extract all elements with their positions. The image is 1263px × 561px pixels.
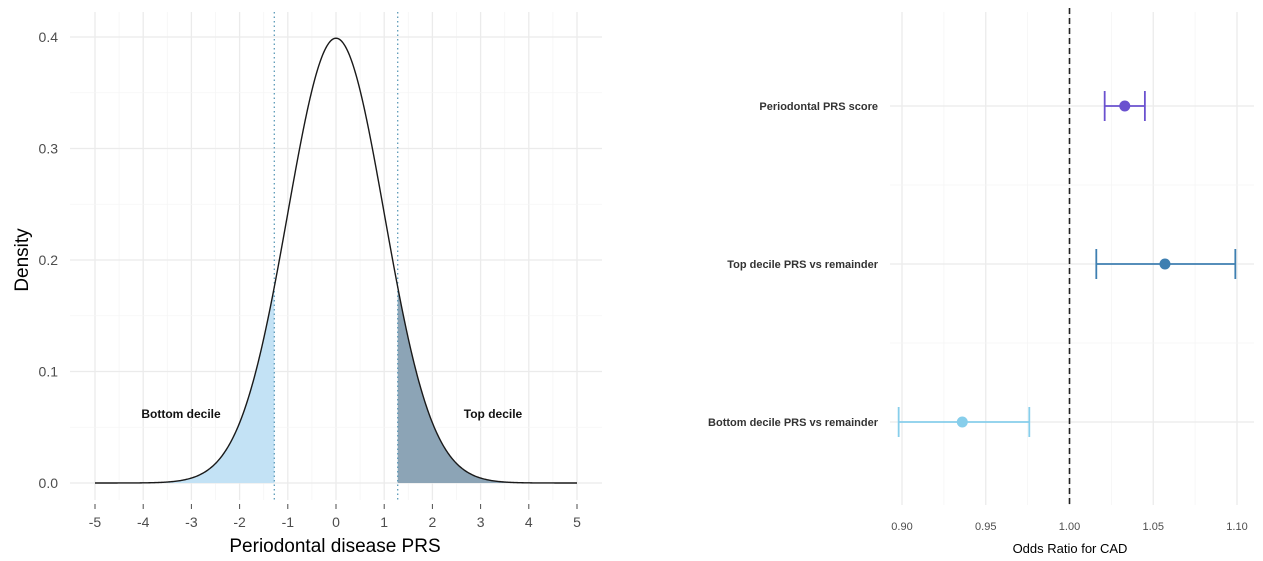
density-x-tick-label: 0 — [332, 514, 340, 530]
density-x-tick-label: -4 — [137, 514, 150, 530]
forest-x-axis-title: Odds Ratio for CAD — [1013, 541, 1128, 556]
top-decile-area — [397, 286, 577, 483]
density-y-tick-label: 0.4 — [39, 29, 59, 45]
category-label: Periodontal PRS score — [759, 101, 878, 113]
density-curve — [95, 37, 577, 484]
density-x-tick-label: -2 — [233, 514, 246, 530]
category-label: Top decile PRS vs remainder — [727, 259, 879, 271]
forest-panel: Periodontal PRS score Top decile PRS vs r… — [708, 8, 1254, 556]
forest-x-tick-label: 0.90 — [891, 521, 912, 533]
density-x-ticks: -5 -4 -3 -2 -1 0 1 2 3 4 5 — [89, 504, 581, 530]
density-x-tick-label: -3 — [185, 514, 198, 530]
density-gridlines — [70, 12, 602, 500]
density-y-tick-label: 0.0 — [39, 475, 59, 491]
density-panel: 0.0 0.1 0.2 0.3 0.4 -5 -4 -3 -2 -1 0 1 2 3 4 5 Bottom … — [12, 12, 602, 557]
estimate-point — [956, 416, 968, 428]
density-x-tick-label: 1 — [380, 514, 388, 530]
density-y-ticks: 0.0 0.1 0.2 0.3 0.4 — [39, 29, 59, 491]
category-label: Bottom decile PRS vs remainder — [708, 417, 879, 429]
density-x-tick-label: -5 — [89, 514, 102, 530]
density-x-tick-label: -1 — [282, 514, 295, 530]
density-y-axis-title: Density — [12, 228, 33, 292]
density-y-tick-label: 0.2 — [39, 252, 59, 268]
density-x-tick-label: 5 — [573, 514, 581, 530]
forest-x-tick-label: 1.10 — [1226, 521, 1247, 533]
forest-x-ticks: 0.90 0.95 1.00 1.05 1.10 — [891, 521, 1247, 533]
forest-x-tick-label: 0.95 — [975, 521, 996, 533]
forest-row: Top decile PRS vs remainder — [727, 249, 1237, 279]
forest-gridlines — [890, 12, 1254, 505]
bottom-decile-label: Bottom decile — [141, 407, 221, 421]
estimate-point — [1119, 100, 1131, 112]
top-decile-label: Top decile — [464, 407, 523, 421]
density-x-tick-label: 2 — [429, 514, 437, 530]
bottom-decile-area — [95, 286, 275, 483]
density-x-tick-label: 3 — [477, 514, 485, 530]
forest-row: Periodontal PRS score — [759, 91, 1146, 121]
estimate-point — [1159, 258, 1171, 270]
forest-rows: Periodontal PRS score Top decile PRS vs r… — [708, 91, 1237, 437]
density-x-tick-label: 4 — [525, 514, 533, 530]
forest-row: Bottom decile PRS vs remainder — [708, 407, 1031, 437]
density-y-tick-label: 0.3 — [39, 141, 59, 157]
forest-x-tick-label: 1.00 — [1059, 521, 1080, 533]
forest-x-tick-label: 1.05 — [1143, 521, 1164, 533]
density-x-axis-title: Periodontal disease PRS — [229, 536, 440, 556]
density-y-tick-label: 0.1 — [39, 364, 59, 380]
